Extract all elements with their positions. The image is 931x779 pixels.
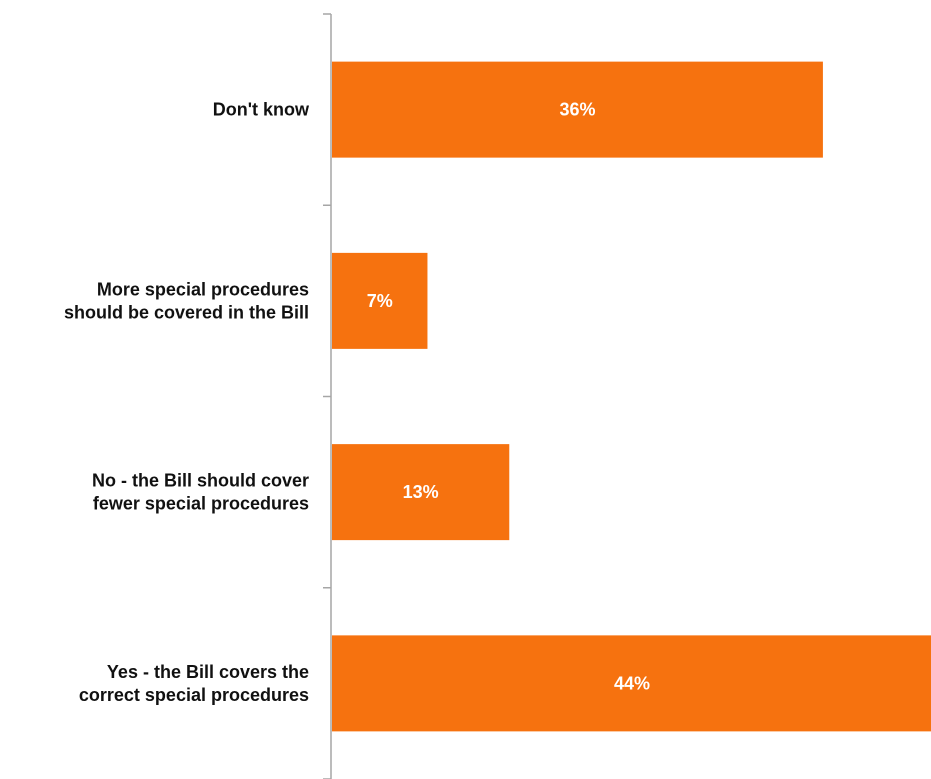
- category-label: More special procedures: [97, 279, 309, 299]
- category-label: No - the Bill should cover: [92, 471, 309, 491]
- bar: [332, 635, 931, 732]
- bars-group: [332, 61, 931, 732]
- bar: [332, 252, 428, 349]
- bar: [332, 61, 823, 158]
- value-label: 13%: [403, 482, 439, 502]
- category-label: should be covered in the Bill: [64, 302, 309, 322]
- value-label: 44%: [614, 673, 650, 693]
- labels-group: 36% Don't know 7% More special procedures sh…: [64, 100, 650, 705]
- category-axis: [323, 13, 332, 779]
- category-label: correct special procedures: [79, 685, 309, 705]
- category-label: Don't know: [213, 100, 310, 120]
- value-label: 36%: [559, 100, 595, 120]
- bar: [332, 444, 510, 541]
- value-label: 7%: [367, 291, 393, 311]
- category-label: Yes - the Bill covers the: [107, 662, 309, 682]
- category-label: fewer special procedures: [93, 494, 309, 514]
